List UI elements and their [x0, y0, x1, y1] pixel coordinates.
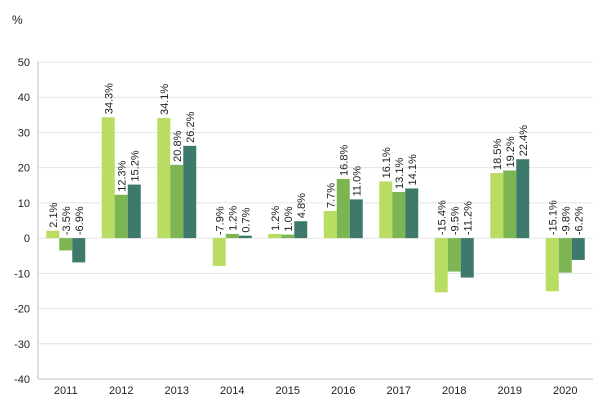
bar: [225, 233, 239, 239]
data-label: 16.8%: [338, 145, 350, 176]
y-tick-label: -10: [14, 268, 30, 280]
axes: [37, 62, 593, 380]
x-axis-ticks: 2011 2012 2013 2014 2015 2016 2017 2018 2019 2020: [54, 385, 578, 396]
y-axis-ticks: -40 -30 -20 -10 0 10 20 30 40 50: [14, 57, 30, 386]
y-tick-label: -20: [14, 304, 30, 316]
bar: [183, 145, 197, 239]
bar: [490, 172, 504, 239]
bar: [571, 238, 585, 260]
bar: [281, 234, 295, 239]
data-label: 4.8%: [296, 193, 308, 218]
bar: [212, 238, 226, 266]
bar: [101, 117, 115, 239]
data-label: 2.1%: [48, 202, 60, 227]
data-label: -11.2%: [462, 201, 474, 235]
data-label: 1.2%: [227, 206, 239, 231]
bar: [157, 118, 171, 239]
bar: [503, 170, 517, 239]
data-label: -7.9%: [214, 206, 226, 235]
y-tick-label: 40: [18, 92, 30, 104]
bar: [349, 199, 363, 239]
data-label: 11.0%: [351, 166, 363, 197]
data-label: 34.3%: [103, 83, 115, 114]
data-label: -9.8%: [560, 206, 572, 235]
bar: [434, 238, 448, 293]
bar: [392, 191, 406, 239]
data-label: 22.4%: [518, 125, 530, 156]
data-label: 26.2%: [185, 111, 197, 142]
bar: [114, 194, 128, 239]
bar: [545, 238, 559, 292]
data-label: 16.1%: [381, 147, 393, 178]
data-label: 15.2%: [129, 150, 141, 181]
x-tick-label: 2020: [553, 385, 577, 396]
data-label: 12.3%: [116, 160, 128, 191]
x-tick-label: 2017: [387, 385, 411, 396]
x-tick-label: 2011: [54, 385, 78, 396]
data-label: 14.1%: [407, 154, 419, 185]
bar: [170, 164, 184, 239]
x-tick-label: 2012: [109, 385, 133, 396]
data-label: -15.4%: [436, 200, 448, 235]
x-tick-label: 2018: [442, 385, 466, 396]
data-label: 0.7%: [240, 207, 252, 232]
y-tick-label: 20: [18, 163, 30, 175]
data-label: 18.5%: [492, 139, 504, 170]
y-tick-label: -30: [14, 339, 30, 351]
y-tick-label: -40: [14, 374, 30, 386]
y-tick-label: 50: [18, 57, 30, 69]
x-tick-label: 2015: [276, 385, 300, 396]
y-tick-label: 0: [24, 233, 30, 245]
data-label: 20.8%: [172, 130, 184, 161]
y-tick-label: 30: [18, 127, 30, 139]
bar: [336, 178, 350, 239]
data-label: 7.7%: [325, 183, 337, 208]
x-tick-label: 2014: [220, 385, 244, 396]
data-label: 34.1%: [159, 84, 171, 115]
data-label: 1.2%: [270, 206, 282, 231]
x-tick-label: 2019: [498, 385, 522, 396]
bar: [516, 159, 530, 239]
x-tick-label: 2016: [331, 385, 355, 396]
bar: [323, 210, 337, 239]
bar: [558, 238, 572, 273]
bar: [46, 230, 60, 239]
bar: [59, 238, 73, 251]
bar: [379, 181, 393, 239]
data-label: -9.5%: [449, 206, 461, 235]
bar: [72, 238, 86, 263]
y-tick-label: 10: [18, 198, 30, 210]
data-labels: 2.1% -3.5% -6.9%34.3%12.3% 15.2%34.1%20.8%2…: [48, 83, 586, 235]
data-label: 19.2%: [505, 136, 517, 167]
bar: [127, 184, 141, 239]
bar: [238, 235, 252, 239]
data-label: -15.1%: [547, 200, 559, 235]
data-label: 1.0%: [283, 206, 295, 231]
bar: [294, 221, 308, 239]
data-label: -3.5%: [61, 206, 73, 235]
data-label: -6.9%: [74, 206, 86, 235]
bar: [460, 238, 474, 278]
y-unit-label: %: [12, 13, 23, 27]
data-label: -6.2%: [573, 206, 585, 235]
bar: [405, 188, 419, 239]
bars: [46, 117, 585, 293]
bar: [447, 238, 461, 272]
data-label: 13.1%: [394, 158, 406, 189]
bar: [268, 233, 282, 239]
x-tick-label: 2013: [165, 385, 189, 396]
